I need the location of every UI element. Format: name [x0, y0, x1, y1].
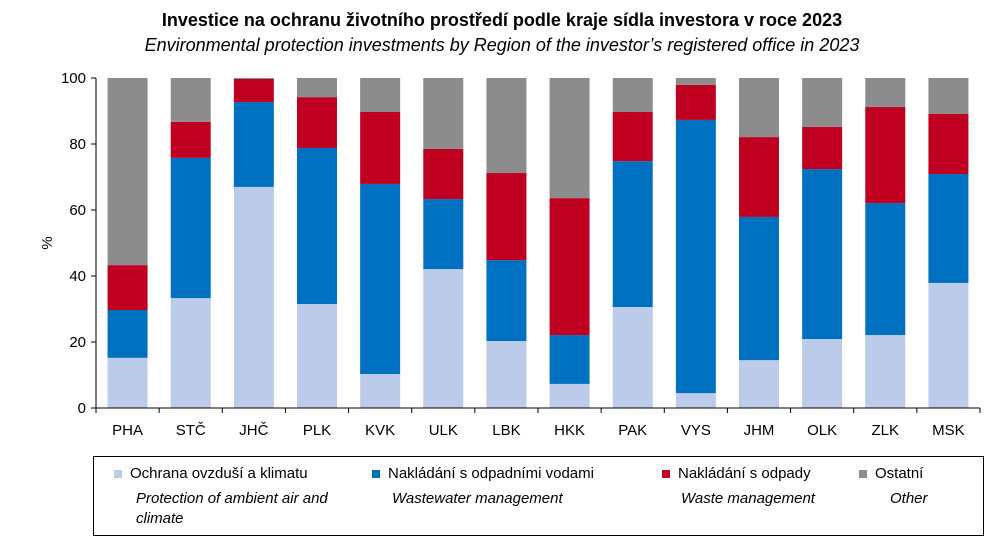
bar-segment: [612, 161, 653, 308]
bar-segment: [549, 383, 590, 408]
x-tick-label: MSK: [932, 422, 965, 439]
bar-segment: [612, 307, 653, 408]
bar-segment: [865, 107, 906, 204]
y-tick-label: 100: [61, 70, 86, 87]
bar-segment: [928, 282, 969, 408]
legend-label: Nakládání s odpadními vodami: [388, 465, 594, 482]
legend-label: Ochrana ovzduší a klimatu: [130, 465, 308, 482]
bar-segment: [739, 360, 779, 408]
bar-segment: [486, 173, 527, 261]
bar-segment: [107, 357, 148, 408]
bar-segment: [423, 199, 464, 270]
bar-segment: [739, 216, 779, 361]
bar-segment: [739, 78, 779, 138]
bar-segment: [928, 174, 969, 283]
bar-segment: [865, 78, 906, 108]
bar-segment: [233, 102, 274, 187]
bar-segment: [297, 304, 337, 408]
bar-segment: [170, 157, 211, 299]
bar-segment: [360, 78, 401, 112]
bar-segment: [233, 186, 274, 408]
bar-segment: [549, 78, 590, 199]
x-tick-label: ZLK: [872, 422, 900, 439]
bar-segment: [802, 78, 843, 127]
y-axis-label: %: [39, 236, 56, 249]
x-tick-label: PHA: [112, 422, 143, 439]
x-tick-label: OLK: [807, 422, 837, 439]
bar-segment: [423, 269, 464, 408]
legend-label-en: Waste management: [681, 490, 815, 507]
x-tick-label: KVK: [365, 422, 395, 439]
bar-segment: [107, 265, 148, 310]
bar-segment: [297, 78, 337, 98]
legend-swatch: [859, 470, 867, 479]
bar-segment: [233, 78, 274, 103]
x-tick-label: LBK: [492, 422, 520, 439]
bar-segment: [107, 309, 148, 358]
x-tick-label: STČ: [176, 422, 206, 439]
y-tick-label: 40: [69, 268, 86, 285]
legend-label-en: Wastewater management: [392, 490, 563, 507]
bar-segment: [170, 78, 211, 122]
bar-segment: [612, 78, 653, 112]
bar-segment: [675, 78, 716, 85]
chart-subtitle: Environmental protection investments by …: [144, 35, 860, 55]
legend-item-wastewater: Nakládání s odpadními vodami: [372, 465, 594, 482]
bar-segment: [486, 78, 527, 174]
legend: Ochrana ovzduší a klimatu Protection of …: [93, 456, 984, 536]
legend-label-en: Protection of ambient air and climate: [136, 490, 328, 527]
x-tick-label: PAK: [618, 422, 647, 439]
bar-segment: [360, 183, 401, 375]
legend-swatch: [662, 470, 670, 479]
y-tick-label: 60: [69, 202, 86, 219]
y-tick-label: 0: [78, 400, 86, 417]
x-tick-label: VYS: [681, 422, 711, 439]
bar-segment: [170, 121, 211, 158]
bar-segment: [675, 84, 716, 120]
x-tick-label: ULK: [429, 422, 458, 439]
x-tick-label: HKK: [554, 422, 585, 439]
plot-area: PHA STČ JHČ PLK KVK ULK LBK HKK PAK VYS JHM OLK ZLK M…: [39, 70, 981, 439]
bar-segment: [675, 393, 716, 408]
chart-title: Investice na ochranu životního prostředí…: [161, 10, 843, 30]
bar-segment: [865, 335, 906, 408]
bar-segment: [549, 335, 590, 384]
bar-segment: [612, 111, 653, 162]
y-tick-label: 80: [69, 136, 86, 153]
bar-segment: [549, 198, 590, 336]
bar-segment: [486, 260, 527, 342]
bar-segment: [107, 78, 148, 266]
bar-segment: [360, 111, 401, 184]
legend-item-waste: Nakládání s odpady: [662, 465, 811, 482]
legend-label-en: Other: [890, 490, 928, 507]
bar-segment: [423, 78, 464, 149]
bar-segment: [360, 374, 401, 408]
x-tick-label: PLK: [303, 422, 331, 439]
legend-swatch: [114, 470, 122, 479]
bar-segment: [865, 203, 906, 336]
bar-segment: [170, 298, 211, 408]
x-tick-label: JHČ: [239, 422, 268, 439]
bar-segment: [233, 78, 274, 79]
bar-segment: [423, 148, 464, 200]
bar-segment: [802, 169, 843, 340]
legend-item-air: Ochrana ovzduší a klimatu: [114, 465, 308, 482]
bar-segment: [675, 119, 716, 394]
bar-segment: [928, 78, 969, 114]
legend-label: Nakládání s odpady: [678, 465, 811, 482]
bar-segment: [928, 113, 969, 175]
bar-segment: [739, 137, 779, 217]
bar-segment: [802, 126, 843, 170]
bar-segment: [297, 147, 337, 305]
legend-swatch: [372, 470, 380, 479]
bar-segment: [486, 341, 527, 408]
bar-segment: [297, 97, 337, 148]
legend-item-other: Ostatní: [859, 465, 923, 482]
bar-segment: [802, 339, 843, 408]
x-tick-label: JHM: [744, 422, 775, 439]
legend-label: Ostatní: [875, 465, 924, 482]
y-tick-label: 20: [69, 334, 86, 351]
